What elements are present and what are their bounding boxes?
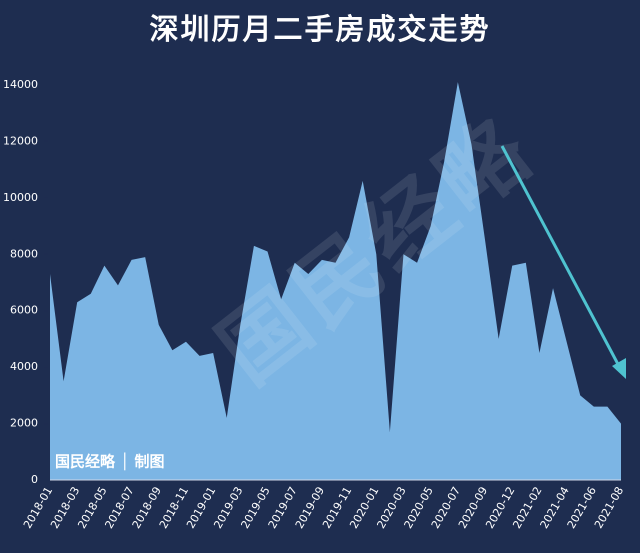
y-tick-label: 10000 xyxy=(3,191,38,204)
y-tick-label: 2000 xyxy=(10,417,38,430)
arrow-head xyxy=(612,358,626,379)
trend-arrow xyxy=(500,145,622,369)
y-tick-label: 0 xyxy=(31,473,38,486)
y-tick-label: 6000 xyxy=(10,304,38,317)
area xyxy=(50,82,621,480)
source: 国民经略 │ 制图 xyxy=(55,452,164,471)
y-tick-label: 14000 xyxy=(3,78,38,91)
y-tick-label: 8000 xyxy=(10,247,38,260)
y-tick-label: 4000 xyxy=(10,360,38,373)
chart-title: 深圳历月二手房成交走势 xyxy=(149,12,490,46)
y-tick-label: 12000 xyxy=(3,134,38,147)
